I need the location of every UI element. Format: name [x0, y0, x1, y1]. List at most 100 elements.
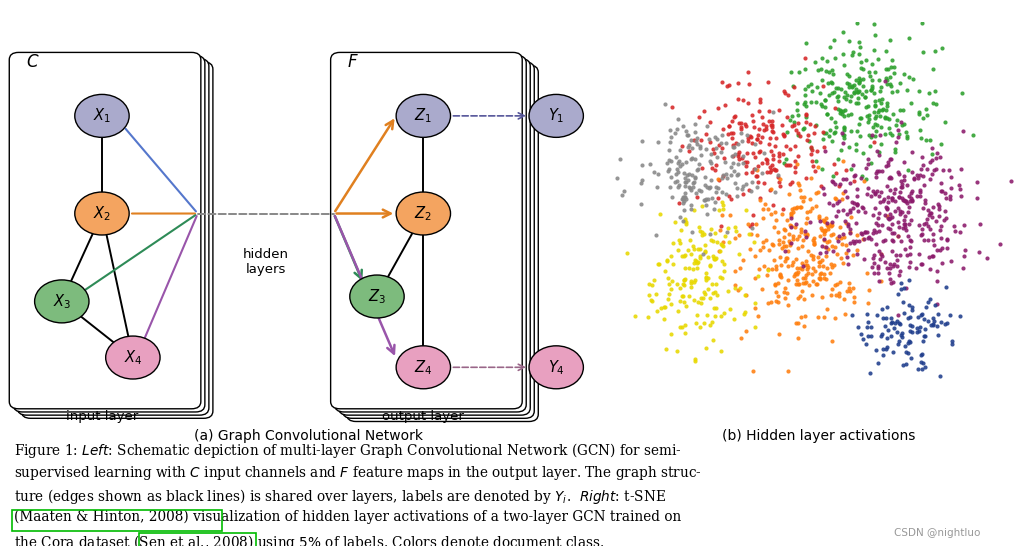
- Point: [670, 246, 686, 255]
- Point: [737, 169, 754, 177]
- Point: [825, 69, 842, 78]
- Text: input layer: input layer: [66, 411, 138, 424]
- Point: [745, 149, 761, 158]
- Point: [836, 124, 853, 133]
- Point: [696, 241, 713, 250]
- Point: [859, 269, 876, 277]
- Point: [701, 157, 718, 166]
- Point: [863, 158, 880, 167]
- Point: [947, 222, 963, 230]
- Point: [660, 167, 677, 176]
- Point: [664, 193, 681, 201]
- Point: [882, 264, 898, 272]
- Point: [839, 79, 856, 87]
- Point: [896, 195, 913, 204]
- Point: [805, 277, 822, 286]
- Text: CSDN @nightluo: CSDN @nightluo: [894, 528, 981, 538]
- Point: [889, 328, 905, 336]
- Point: [896, 171, 913, 180]
- Point: [783, 211, 799, 220]
- Point: [664, 102, 681, 111]
- Point: [761, 116, 778, 125]
- Point: [816, 274, 832, 282]
- Point: [680, 176, 696, 185]
- Point: [925, 203, 941, 212]
- Point: [790, 334, 806, 342]
- Point: [816, 270, 832, 278]
- Point: [832, 278, 849, 287]
- Point: [670, 159, 686, 168]
- Point: [885, 110, 901, 118]
- Point: [747, 140, 763, 149]
- Point: [838, 192, 855, 201]
- Point: [858, 87, 874, 96]
- Point: [894, 121, 911, 130]
- Point: [884, 193, 900, 202]
- Point: [801, 207, 818, 216]
- Point: [632, 200, 649, 209]
- Point: [776, 130, 792, 139]
- Point: [670, 165, 686, 174]
- Point: [883, 279, 899, 288]
- Point: [755, 149, 771, 158]
- Point: [657, 100, 674, 109]
- Point: [774, 272, 790, 281]
- Point: [803, 270, 820, 278]
- Point: [879, 263, 895, 272]
- Point: [719, 82, 735, 91]
- Point: [805, 264, 822, 272]
- Point: [851, 50, 867, 58]
- FancyBboxPatch shape: [343, 62, 535, 418]
- Point: [787, 126, 803, 134]
- Point: [651, 259, 667, 268]
- Point: [708, 279, 724, 288]
- Point: [894, 329, 911, 337]
- Point: [767, 187, 784, 196]
- Point: [817, 217, 833, 226]
- Point: [855, 203, 871, 212]
- Point: [810, 280, 826, 288]
- Point: [848, 146, 864, 155]
- Point: [733, 128, 750, 137]
- Point: [931, 246, 948, 254]
- Point: [824, 171, 840, 180]
- Point: [886, 324, 902, 333]
- Point: [674, 159, 690, 168]
- Point: [786, 121, 802, 129]
- Point: [880, 198, 896, 206]
- Point: [952, 312, 968, 321]
- Point: [729, 192, 746, 200]
- Point: [855, 335, 871, 344]
- Point: [721, 304, 737, 313]
- Point: [755, 242, 771, 251]
- Point: [838, 287, 855, 296]
- Point: [886, 189, 902, 198]
- Point: [825, 229, 842, 238]
- Point: [735, 189, 752, 198]
- Point: [838, 165, 855, 174]
- Point: [894, 298, 911, 307]
- Point: [727, 266, 744, 275]
- Point: [726, 233, 743, 242]
- Point: [806, 240, 823, 248]
- Point: [826, 180, 843, 189]
- Point: [884, 131, 900, 140]
- Point: [794, 265, 811, 274]
- Point: [792, 264, 809, 272]
- Point: [805, 254, 822, 263]
- Point: [815, 262, 831, 270]
- Point: [664, 276, 681, 285]
- Point: [857, 207, 873, 216]
- Point: [829, 249, 846, 258]
- Point: [747, 304, 763, 313]
- Point: [937, 214, 954, 223]
- Point: [891, 79, 907, 87]
- Point: [702, 138, 719, 146]
- Point: [803, 290, 820, 299]
- Point: [689, 258, 706, 267]
- Point: [779, 288, 795, 297]
- Point: [823, 176, 839, 185]
- Point: [736, 308, 753, 317]
- Text: $Y_1$: $Y_1$: [548, 106, 564, 125]
- Point: [711, 246, 727, 255]
